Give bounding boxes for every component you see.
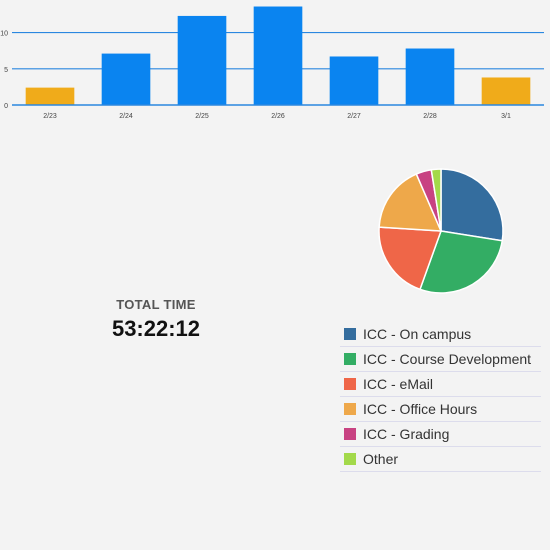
pie-slice-3[interactable] [378, 226, 443, 291]
category-pie-chart [378, 168, 504, 294]
x-tick-label: 2/28 [423, 113, 437, 120]
legend-item[interactable]: ICC - Office Hours [340, 397, 541, 422]
legend-item[interactable]: ICC - On campus [340, 322, 541, 347]
legend-item[interactable]: ICC - Grading [340, 422, 541, 447]
legend-swatch [344, 428, 356, 440]
x-tick-label: 2/27 [347, 113, 361, 120]
x-tick-label: 2/25 [195, 113, 209, 120]
y-tick-label: 0 [4, 103, 8, 110]
bar-2/25[interactable] [177, 15, 227, 106]
legend-item[interactable]: ICC - Course Development [340, 347, 541, 372]
daily-bar-chart: 0 5 10 2/23 2/24 2/25 2/26 2/27 2/28 3/1 [0, 6, 544, 120]
x-tick-label: 2/24 [119, 113, 133, 120]
x-tick-label: 2/23 [43, 113, 57, 120]
legend-item[interactable]: Other [340, 447, 541, 472]
bar-2/27[interactable] [329, 56, 379, 105]
y-tick-label: 10 [0, 31, 8, 38]
legend-swatch [344, 328, 356, 340]
pie-legend: ICC - On campus ICC - Course Development I… [340, 322, 541, 472]
legend-swatch [344, 353, 356, 365]
pie-slice-2[interactable] [419, 230, 504, 294]
legend-label: ICC - On campus [363, 326, 472, 342]
total-time-panel: TOTAL TIME 53:22:12 [96, 297, 216, 342]
pie-slice-1[interactable] [440, 168, 504, 242]
bar-2/24[interactable] [101, 53, 151, 105]
legend-label: Other [363, 451, 399, 467]
legend-swatch [344, 453, 356, 465]
legend-swatch [344, 378, 356, 390]
bar-2/23[interactable] [25, 87, 75, 105]
bar-2/26[interactable] [253, 6, 303, 105]
total-time-value: 53:22:12 [111, 316, 201, 341]
legend-item[interactable]: ICC - eMail [340, 372, 541, 397]
y-tick-label: 5 [4, 67, 8, 74]
total-time-label: TOTAL TIME [116, 297, 196, 312]
pie-slice-6[interactable] [430, 168, 442, 232]
pie-slice-4[interactable] [378, 173, 443, 232]
legend-label: ICC - Grading [363, 426, 450, 442]
legend-label: ICC - Office Hours [363, 401, 478, 417]
legend-swatch [344, 403, 356, 415]
bar-2/28[interactable] [405, 48, 455, 105]
x-tick-label: 2/26 [271, 113, 285, 120]
x-tick-label: 3/1 [501, 113, 511, 120]
legend-label: ICC - eMail [363, 376, 434, 392]
bar-3/1[interactable] [481, 77, 531, 105]
legend-label: ICC - Course Development [363, 351, 532, 367]
